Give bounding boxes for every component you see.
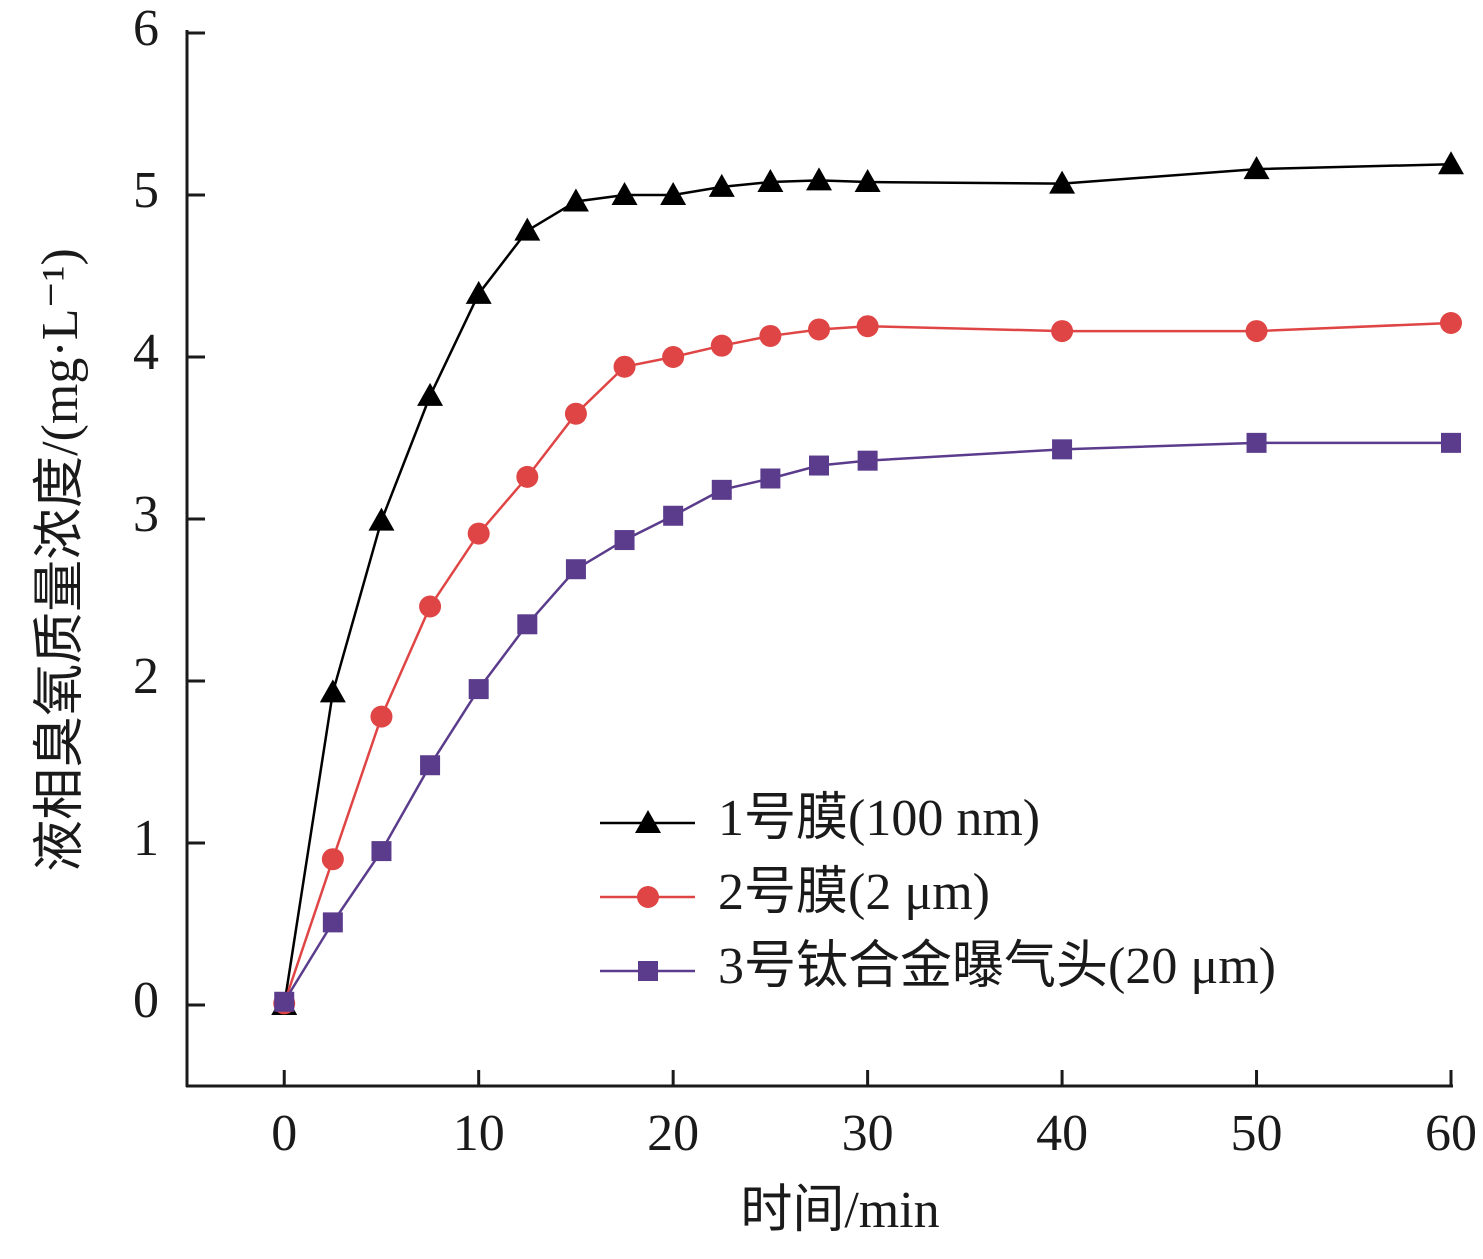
series-line — [283, 441, 1451, 1003]
legend-label: 2号膜(2 μm) — [718, 864, 990, 921]
marker — [760, 468, 781, 489]
x-axis-title: 时间/min — [740, 1182, 939, 1239]
legend-marker — [637, 886, 659, 908]
x-tick-label: 20 — [647, 1105, 699, 1162]
marker — [611, 182, 638, 205]
marker — [854, 169, 881, 193]
marker — [517, 614, 538, 635]
marker — [468, 679, 489, 700]
marker — [660, 182, 687, 205]
marker — [613, 355, 636, 378]
y-axis-title: 液相臭氧质量浓度/(mg·L⁻¹) — [32, 248, 89, 872]
marker — [1245, 320, 1268, 343]
marker — [322, 912, 343, 933]
marker — [562, 188, 589, 212]
series-line — [283, 321, 1452, 1004]
marker — [321, 848, 344, 871]
marker — [564, 402, 587, 425]
marker — [663, 505, 684, 526]
y-tick-label: 2 — [133, 648, 159, 705]
marker — [711, 479, 732, 500]
marker — [1440, 311, 1462, 334]
y-tick-label: 1 — [133, 810, 159, 867]
legend-label: 1号膜(100 nm) — [718, 790, 1040, 847]
marker — [274, 991, 295, 1012]
legend-marker — [638, 961, 658, 981]
series-line — [282, 162, 1452, 1006]
marker — [467, 522, 490, 545]
marker — [614, 530, 635, 551]
marker — [759, 324, 782, 347]
marker — [1438, 151, 1464, 175]
marker — [856, 315, 879, 338]
marker — [662, 346, 685, 368]
x-tick-label: 40 — [1036, 1105, 1088, 1162]
y-tick-label: 4 — [133, 324, 159, 381]
legend-marker — [635, 810, 661, 833]
marker — [368, 507, 395, 531]
marker — [371, 841, 392, 862]
marker — [809, 455, 829, 476]
marker — [808, 318, 830, 341]
marker — [806, 167, 832, 191]
marker — [1441, 432, 1461, 453]
marker — [419, 595, 442, 618]
marker — [319, 679, 346, 703]
legend-label: 3号钛合金曝气头(20 μm) — [718, 938, 1276, 995]
marker — [514, 217, 541, 241]
marker — [516, 465, 539, 488]
x-tick-label: 30 — [842, 1105, 894, 1162]
y-tick-label: 0 — [133, 972, 159, 1029]
y-tick-label: 6 — [133, 0, 159, 57]
y-tick-label: 5 — [133, 162, 159, 219]
x-tick-label: 60 — [1425, 1105, 1477, 1162]
y-tick-label: 3 — [133, 486, 159, 543]
x-tick-label: 0 — [271, 1105, 297, 1162]
marker — [1051, 320, 1074, 343]
x-tick-label: 10 — [453, 1105, 505, 1162]
marker — [417, 382, 444, 406]
marker — [465, 280, 492, 304]
marker — [1246, 432, 1267, 453]
x-tick-label: 50 — [1231, 1105, 1283, 1162]
marker — [1052, 439, 1073, 460]
marker — [757, 169, 784, 193]
marker — [370, 705, 393, 728]
marker — [710, 334, 733, 357]
marker — [565, 559, 586, 580]
marker — [1243, 156, 1270, 180]
marker — [420, 755, 441, 776]
marker — [857, 450, 878, 471]
marker — [708, 173, 735, 197]
marker — [1049, 170, 1076, 194]
